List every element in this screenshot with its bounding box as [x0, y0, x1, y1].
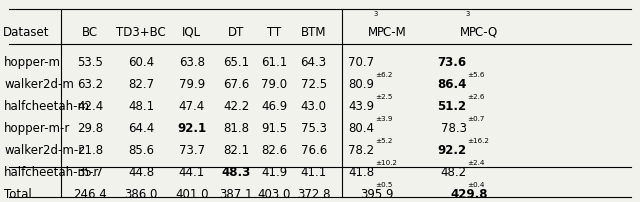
- Text: 65.1: 65.1: [223, 56, 250, 69]
- Text: 92.2: 92.2: [437, 144, 467, 157]
- Text: 78.2: 78.2: [348, 144, 374, 157]
- Text: PC-M: PC-M: [376, 26, 406, 39]
- Text: ±2.6: ±2.6: [467, 93, 484, 99]
- Text: 75.3: 75.3: [301, 122, 326, 135]
- Text: 73.7: 73.7: [179, 144, 205, 157]
- Text: 3: 3: [466, 11, 470, 17]
- Text: ±3.9: ±3.9: [375, 115, 392, 121]
- Text: 42.2: 42.2: [223, 100, 250, 113]
- Text: 78.3: 78.3: [440, 122, 467, 135]
- Text: walker2d-m: walker2d-m: [4, 78, 74, 91]
- Text: 80.4: 80.4: [349, 122, 374, 135]
- Text: BC: BC: [83, 26, 99, 39]
- Text: 48.2: 48.2: [440, 166, 467, 179]
- Text: 21.8: 21.8: [77, 144, 104, 157]
- Text: 92.1: 92.1: [177, 122, 207, 135]
- Text: 64.3: 64.3: [301, 56, 326, 69]
- Text: halfcheetah-m: halfcheetah-m: [4, 100, 90, 113]
- Text: 61.1: 61.1: [261, 56, 287, 69]
- Text: 29.8: 29.8: [77, 122, 104, 135]
- Text: ±0.5: ±0.5: [375, 181, 392, 187]
- Text: 79.0: 79.0: [261, 78, 287, 91]
- Text: 79.9: 79.9: [179, 78, 205, 91]
- Text: 81.8: 81.8: [223, 122, 249, 135]
- Text: 86.4: 86.4: [437, 78, 467, 91]
- Text: 44.8: 44.8: [128, 166, 154, 179]
- Text: 76.6: 76.6: [301, 144, 327, 157]
- Text: 46.9: 46.9: [261, 100, 287, 113]
- Text: 387.1: 387.1: [220, 187, 253, 200]
- Text: 48.3: 48.3: [221, 166, 251, 179]
- Text: BTM: BTM: [301, 26, 326, 39]
- Text: 44.1: 44.1: [179, 166, 205, 179]
- Text: ±0.4: ±0.4: [467, 181, 484, 187]
- Text: 429.8: 429.8: [451, 187, 488, 200]
- Text: 80.9: 80.9: [349, 78, 374, 91]
- Text: 82.6: 82.6: [261, 144, 287, 157]
- Text: 67.6: 67.6: [223, 78, 250, 91]
- Text: 63.8: 63.8: [179, 56, 205, 69]
- Text: 43.0: 43.0: [301, 100, 326, 113]
- Text: 63.2: 63.2: [77, 78, 104, 91]
- Text: ±5.6: ±5.6: [467, 71, 484, 77]
- Text: halfcheetah-m-r: halfcheetah-m-r: [4, 166, 99, 179]
- Text: ±2.5: ±2.5: [375, 93, 392, 99]
- Text: 72.5: 72.5: [301, 78, 326, 91]
- Text: PC-Q: PC-Q: [468, 26, 498, 39]
- Text: 42.4: 42.4: [77, 100, 104, 113]
- Text: hopper-m-r: hopper-m-r: [4, 122, 70, 135]
- Text: ±2.4: ±2.4: [467, 159, 484, 165]
- Text: 35.7: 35.7: [77, 166, 103, 179]
- Text: ±0.7: ±0.7: [467, 115, 484, 121]
- Text: ±5.2: ±5.2: [375, 137, 392, 143]
- Text: M: M: [460, 26, 470, 39]
- Text: ±6.2: ±6.2: [375, 71, 392, 77]
- Text: 41.1: 41.1: [301, 166, 327, 179]
- Text: 386.0: 386.0: [124, 187, 158, 200]
- Text: 73.6: 73.6: [437, 56, 467, 69]
- Text: 403.0: 403.0: [258, 187, 291, 200]
- Text: ±16.2: ±16.2: [467, 137, 489, 143]
- Text: TT: TT: [267, 26, 282, 39]
- Text: 41.8: 41.8: [348, 166, 374, 179]
- Text: 401.0: 401.0: [175, 187, 209, 200]
- Text: 395.9: 395.9: [360, 187, 394, 200]
- Text: 91.5: 91.5: [261, 122, 287, 135]
- Text: IQL: IQL: [182, 26, 202, 39]
- Text: 41.9: 41.9: [261, 166, 287, 179]
- Text: ±10.2: ±10.2: [375, 159, 397, 165]
- Text: DT: DT: [228, 26, 244, 39]
- Text: 372.8: 372.8: [297, 187, 330, 200]
- Text: 82.1: 82.1: [223, 144, 250, 157]
- Text: 3: 3: [374, 11, 378, 17]
- Text: 82.7: 82.7: [128, 78, 154, 91]
- Text: 53.5: 53.5: [77, 56, 103, 69]
- Text: 246.4: 246.4: [74, 187, 108, 200]
- Text: Total: Total: [4, 187, 32, 200]
- Text: hopper-m: hopper-m: [4, 56, 61, 69]
- Text: TD3+BC: TD3+BC: [116, 26, 166, 39]
- Text: 47.4: 47.4: [179, 100, 205, 113]
- Text: M: M: [367, 26, 378, 39]
- Text: Dataset: Dataset: [3, 26, 49, 39]
- Text: 60.4: 60.4: [128, 56, 154, 69]
- Text: 51.2: 51.2: [437, 100, 467, 113]
- Text: 70.7: 70.7: [348, 56, 374, 69]
- Text: 85.6: 85.6: [128, 144, 154, 157]
- Text: 48.1: 48.1: [128, 100, 154, 113]
- Text: 43.9: 43.9: [348, 100, 374, 113]
- Text: walker2d-m-r: walker2d-m-r: [4, 144, 83, 157]
- Text: 64.4: 64.4: [128, 122, 154, 135]
